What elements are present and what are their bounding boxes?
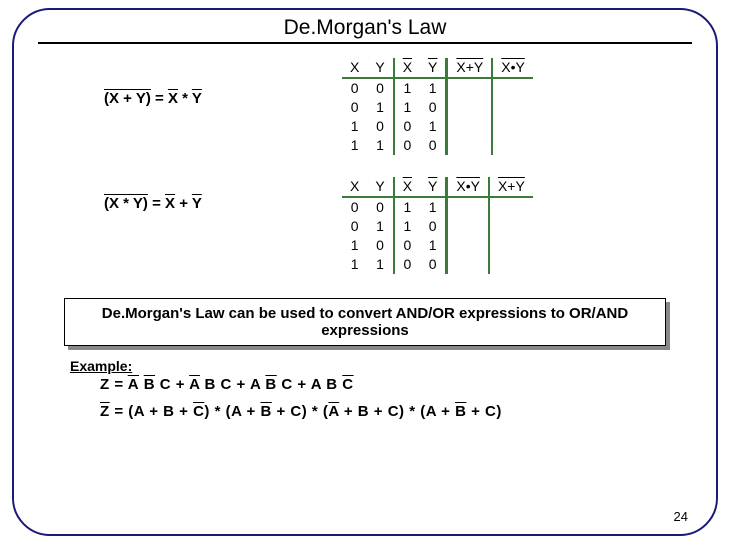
law1-row: (X + Y) = X * Y X Y X Y X+Y X•Y 0011 011…: [14, 44, 716, 155]
slide-title: De.Morgan's Law: [14, 16, 716, 40]
example-line-2: Z = (A + B + C) * (A + B + C) * (A + B +…: [100, 403, 716, 420]
eq2-lhs: (X * Y): [104, 195, 148, 212]
explanation-text: De.Morgan's Law can be used to convert A…: [64, 298, 666, 346]
truth-table-1: X Y X Y X+Y X•Y 0011 0110 1001 1100: [342, 58, 533, 155]
page-number: 24: [674, 509, 688, 524]
truth-table-2: X Y X Y X•Y X+Y 0011 0110 1001 1100: [342, 177, 533, 274]
explanation-box: De.Morgan's Law can be used to convert A…: [64, 298, 666, 346]
equation-2: (X * Y) = X + Y: [14, 195, 314, 212]
equation-1: (X + Y) = X * Y: [14, 90, 314, 107]
example-line-1: Z = A B C + A B C + A B C + A B C: [100, 376, 716, 393]
example-label: Example:: [70, 358, 716, 374]
eq1-lhs: (X + Y): [104, 90, 151, 107]
slide-frame: De.Morgan's Law (X + Y) = X * Y X Y X Y …: [12, 8, 718, 536]
law2-row: (X * Y) = X + Y X Y X Y X•Y X+Y 0011 011…: [14, 167, 716, 274]
